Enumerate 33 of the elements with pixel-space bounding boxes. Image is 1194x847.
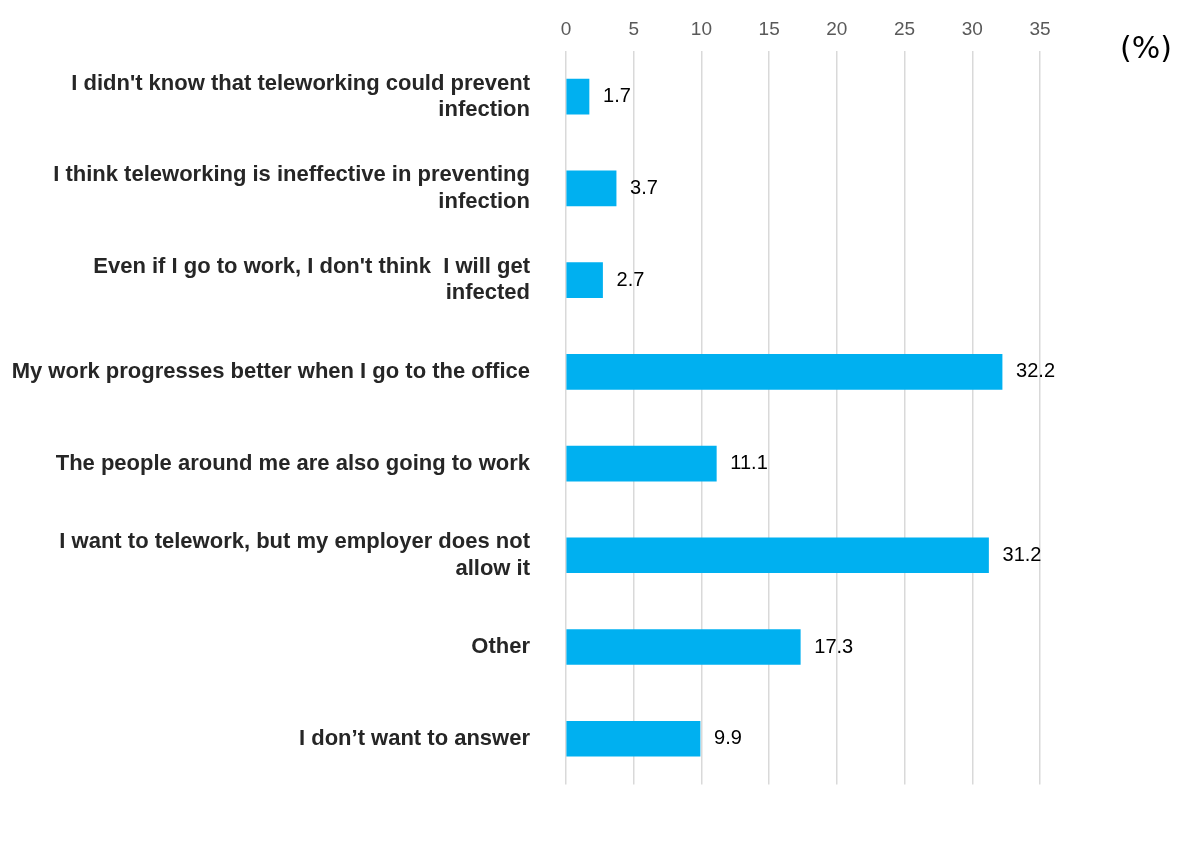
bar [566, 445, 717, 482]
bar [566, 354, 1003, 390]
x-tick-label: 5 [628, 17, 639, 39]
x-tick-label: 0 [560, 17, 572, 39]
bar [566, 78, 590, 115]
x-tick-label: 15 [758, 17, 780, 39]
y-tick-label: I don’t want to answer [298, 724, 531, 750]
data-label: 31.2 [1002, 542, 1042, 565]
data-label: 11.1 [730, 451, 768, 474]
x-tick-label: 35 [1029, 17, 1051, 39]
x-axis-title: (%) [1120, 29, 1172, 65]
x-tick-label: 30 [961, 17, 983, 39]
y-tick-label: I want to telework, but my employer does not allow it [59, 528, 531, 580]
y-tick-label: I think teleworking is ineffective in preventing infection [53, 161, 530, 213]
bar [566, 170, 617, 207]
data-label: 32.2 [1016, 359, 1056, 382]
x-tick-label: 25 [894, 17, 916, 39]
y-tick-label: Even if I go to work, I don't think I will get infected [93, 252, 531, 305]
data-label: 3.7 [630, 175, 658, 198]
x-tick-label: 10 [690, 17, 712, 39]
data-label: 9.9 [714, 726, 742, 749]
bar [566, 262, 603, 298]
y-tick-label: The people around me are also going to work [55, 449, 531, 475]
data-label: 17.3 [814, 634, 854, 657]
data-label: 1.7 [603, 84, 631, 107]
bar [566, 629, 801, 665]
y-tick-label: Other [471, 633, 531, 659]
y-tick-label: I didn't know that teleworking could prevent infection [71, 69, 531, 121]
bar [566, 537, 989, 574]
data-label: 2.7 [616, 267, 645, 290]
y-tick-label: My work progresses better when I go to the office [11, 357, 530, 383]
x-tick-label: 20 [826, 17, 848, 39]
bar [566, 720, 701, 757]
